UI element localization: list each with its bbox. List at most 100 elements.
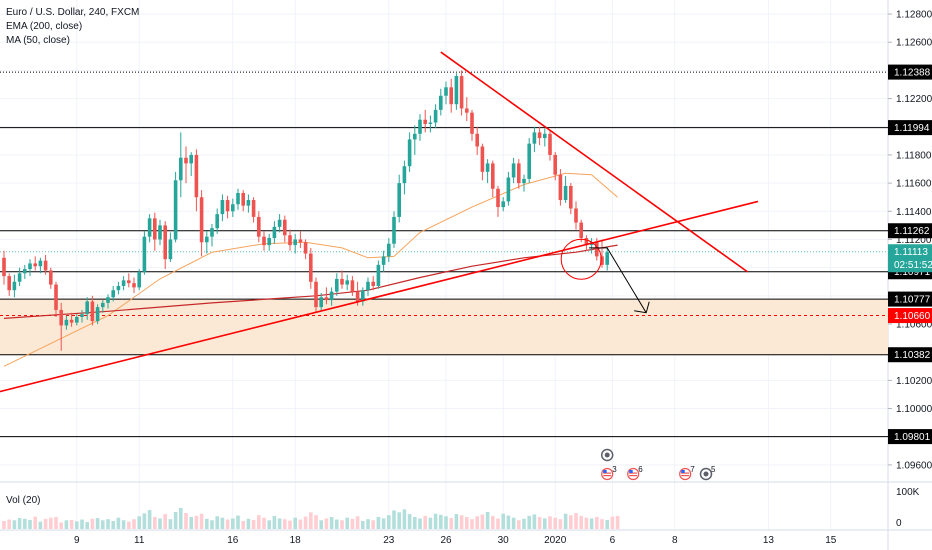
time-tick-label: 26	[440, 535, 452, 546]
event-flag-icon[interactable]: 6	[627, 465, 644, 481]
volume-bar	[319, 520, 323, 529]
ma-indicator-label[interactable]: MA (50, close)	[6, 35, 70, 46]
volume-bar	[54, 517, 58, 529]
candle-body	[449, 87, 453, 105]
candle-body	[43, 260, 48, 271]
countdown-label: 02:51:52	[894, 260, 932, 271]
candle-body	[220, 200, 225, 215]
volume-bar	[153, 517, 157, 529]
volume-bar	[329, 517, 334, 529]
volume-bar	[241, 521, 245, 529]
volume-bar	[600, 519, 604, 529]
volume-bar	[574, 513, 578, 529]
volume-bar	[553, 517, 557, 529]
event-count: 5	[711, 465, 716, 474]
symbol-title[interactable]: Euro / U.S. Dollar, 240, FXCM	[6, 7, 140, 18]
candle-body	[158, 225, 162, 240]
candle-body	[184, 157, 188, 164]
candle-body	[428, 122, 433, 124]
candle-body	[95, 307, 100, 322]
ema-indicator-label[interactable]: EMA (200, close)	[6, 21, 83, 32]
volume-bar	[397, 512, 401, 529]
volume-bar	[558, 519, 563, 529]
volume-bar	[449, 518, 453, 529]
volume-bar	[324, 518, 329, 529]
volume-label[interactable]: Vol (20)	[6, 495, 41, 506]
time-tick-label: 16	[227, 535, 239, 546]
candle-body	[23, 269, 27, 274]
time-tick-label: 9	[74, 535, 80, 546]
event-flag-icon[interactable]: 7	[679, 465, 696, 481]
candle-body	[251, 200, 256, 217]
event-clock-icon[interactable]: 5	[699, 465, 717, 481]
level-price-label-bg	[888, 308, 932, 324]
volume-bar	[267, 520, 271, 529]
candle-body	[345, 280, 349, 285]
drawings[interactable]	[0, 51, 759, 394]
time-tick-label: 13	[763, 535, 775, 546]
volume-bar	[537, 517, 542, 529]
volume-bar	[179, 507, 183, 529]
volume-bar	[491, 515, 495, 529]
volume-bar	[293, 517, 297, 529]
volume-bar	[423, 515, 427, 529]
price-axis[interactable]: 100K01.128001.126001.124001.122001.12000…	[888, 10, 932, 529]
time-axis[interactable]: 9 11 16 18 23 26 30 2020 6 8 13 15	[74, 535, 837, 546]
candle-body	[392, 216, 396, 244]
level-price-label-bg	[888, 291, 932, 307]
volume-bar	[496, 518, 500, 529]
candle-body	[59, 309, 63, 326]
volume-bar	[168, 519, 173, 529]
candle-body	[314, 281, 318, 308]
level-price-label: 1.10382	[894, 350, 931, 361]
chart-legend: Euro / U.S. Dollar, 240, FXCM EMA (200, …	[6, 6, 139, 48]
volume-bar	[12, 520, 17, 529]
volume-bar	[480, 514, 485, 529]
volume-bar	[127, 521, 131, 529]
volume-bar	[90, 518, 95, 529]
candle-body	[387, 243, 391, 257]
candle-body	[33, 263, 37, 267]
candle-body	[137, 271, 141, 288]
volume-bar	[173, 511, 178, 529]
candle-body	[241, 192, 245, 206]
volume-bar	[251, 519, 256, 529]
arrow-head	[634, 301, 650, 314]
volume-bar	[272, 515, 277, 529]
level-price-label-bg	[888, 64, 932, 80]
volume-bar	[579, 515, 583, 529]
candle-body	[543, 133, 547, 139]
time-tick-label: 11	[134, 535, 145, 546]
volume-bar	[522, 518, 526, 529]
moving-averages	[3, 172, 618, 367]
event-clock-icon[interactable]	[600, 448, 614, 462]
volume-bar	[335, 519, 339, 529]
candle-body	[236, 192, 240, 205]
flag-stripe	[629, 475, 638, 477]
volume-bar	[38, 521, 43, 529]
volume-bar	[59, 522, 63, 529]
candle-body	[355, 291, 360, 302]
volume-bar	[413, 517, 417, 529]
volume-bar	[433, 513, 438, 529]
current-price-label: 1.11113	[894, 247, 928, 258]
flag-stripe	[681, 475, 690, 477]
volume-bar	[511, 517, 516, 529]
flag-canton	[603, 470, 607, 473]
candle-body	[522, 178, 526, 184]
event-flag-icon[interactable]: 3	[601, 465, 618, 481]
economic-events[interactable]: 3 6 7 5	[600, 448, 717, 481]
price-tick-label: 1.11400	[896, 207, 932, 218]
candle-body	[558, 174, 563, 201]
candle-body	[288, 235, 292, 246]
ma50-line	[3, 172, 618, 367]
candle-body	[283, 219, 287, 236]
candle-body	[189, 154, 193, 164]
volume-bar	[361, 521, 365, 529]
candle-body	[324, 297, 329, 301]
candle-body	[277, 219, 282, 227]
candle-body	[246, 200, 251, 206]
candle-body	[173, 180, 178, 240]
candle-body	[491, 163, 495, 189]
